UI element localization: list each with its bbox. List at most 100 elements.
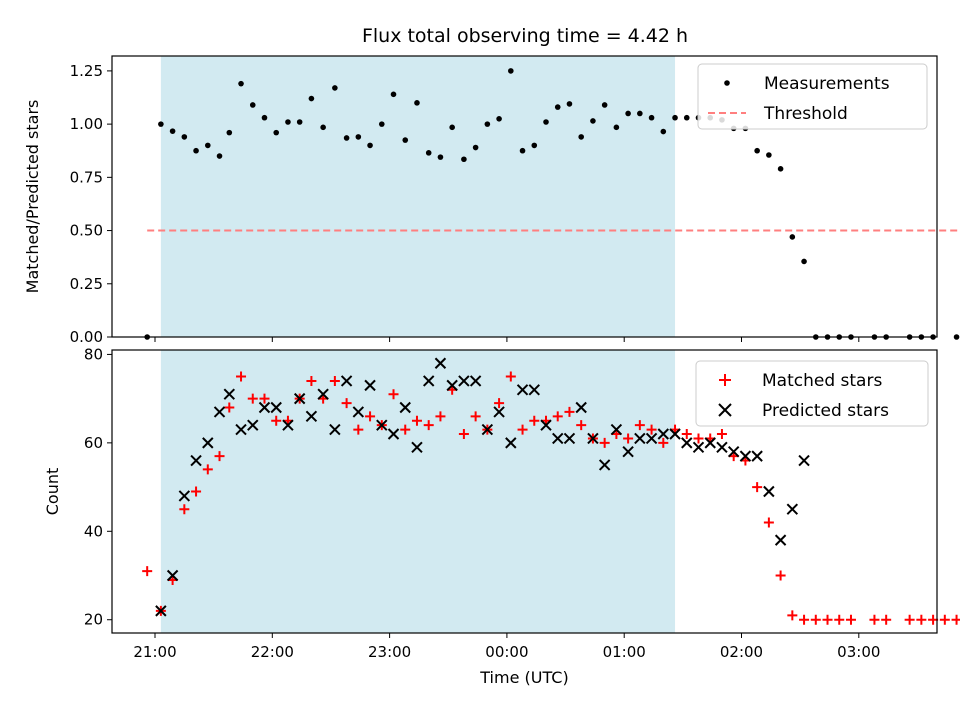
matched-star-point (400, 424, 411, 435)
measurement-point (226, 129, 233, 136)
predicted-star-point (575, 401, 587, 414)
measurement-point (332, 85, 338, 91)
predicted-star-point (364, 379, 376, 392)
predicted-star-point (739, 450, 752, 462)
measurement-point (285, 119, 291, 125)
matched-star-point (202, 464, 213, 475)
measurement-point (449, 124, 455, 131)
y-tick-label: 0.50 (70, 222, 103, 240)
y-tick-label: 20 (84, 611, 103, 629)
predicted-star-point (422, 375, 435, 387)
predicted-star-point (751, 450, 763, 462)
measurement-point (204, 142, 211, 149)
x-tick-label: 03:00 (837, 643, 880, 661)
matched-star-point (599, 437, 610, 448)
measurement-point (484, 121, 491, 127)
predicted-star-point (213, 406, 226, 418)
matched-star-point (716, 429, 727, 440)
matched-star-point (505, 371, 516, 382)
predicted-star-point (329, 423, 341, 436)
predicted-star-point (692, 441, 705, 453)
y-tick-label: 0.00 (70, 328, 103, 346)
matched-star-point (681, 429, 692, 440)
predicted-star-point (774, 534, 787, 546)
x-tick-label: 01:00 (603, 643, 646, 661)
matched-star-point (259, 393, 270, 404)
predicted-star-point (223, 388, 236, 400)
x-tick-label: 00:00 (485, 643, 528, 661)
measurement-point (437, 154, 444, 160)
y-tick-label: 1.00 (70, 115, 103, 133)
matched-star-point (752, 482, 763, 493)
matched-star-point (564, 406, 575, 417)
matched-star-point (693, 433, 704, 444)
predicted-star-point (399, 401, 411, 414)
predicted-star-point (763, 485, 775, 498)
measurement-point (402, 137, 409, 143)
measurement-point (543, 119, 549, 125)
measurement-point (355, 134, 362, 140)
measurement-point (320, 124, 326, 131)
measurement-point (578, 134, 584, 140)
matched-star-point (658, 437, 669, 448)
predicted-star-point (587, 432, 599, 445)
measurement-point (754, 147, 760, 154)
predicted-star-point (786, 503, 799, 515)
measurement-point (766, 152, 772, 158)
matched-star-point (939, 614, 950, 625)
predicted-star-point (270, 401, 282, 414)
x-tick-label: 22:00 (251, 643, 294, 661)
measurement-point (308, 95, 315, 102)
legend-label: Predicted stars (762, 401, 889, 421)
matched-star-point (353, 424, 364, 435)
measurement-point (343, 135, 350, 141)
predicted-star-point (610, 423, 623, 436)
matched-star-point (470, 411, 481, 422)
predicted-star-point (469, 375, 482, 387)
predicted-star-point (202, 437, 214, 449)
predicted-star-point (305, 410, 318, 423)
predicted-star-point (446, 379, 458, 392)
x-axis-label: Time (UTC) (479, 668, 568, 687)
predicted-star-point (645, 432, 658, 445)
predicted-star-point (516, 384, 529, 396)
measurement-point (625, 110, 631, 117)
measurement-point (216, 153, 223, 159)
measurement-point (601, 102, 608, 108)
measurement-point (660, 128, 667, 135)
matched-star-point (458, 429, 469, 440)
legend-label: Matched stars (762, 371, 882, 391)
predicted-star-point (282, 419, 294, 431)
matched-star-point (517, 424, 528, 435)
measurement-point (273, 129, 280, 136)
chart-title: Flux total observing time = 4.42 h (362, 25, 688, 47)
matched-star-point (329, 375, 340, 386)
predicted-star-point (293, 392, 306, 405)
predicted-star-point (493, 406, 505, 418)
predicted-star-point (166, 569, 179, 582)
predicted-star-point (528, 384, 540, 396)
predicted-star-point (235, 423, 247, 436)
legend-measurement-marker (724, 80, 730, 86)
matched-star-point (435, 411, 446, 422)
y-tick-label: 0.75 (70, 168, 103, 186)
matched-star-point (822, 614, 833, 625)
measurement-point (672, 114, 678, 121)
x-tick-label: 23:00 (368, 643, 411, 661)
predicted-star-point (552, 432, 564, 445)
measurement-point (566, 101, 573, 107)
legend-predicted-marker (718, 403, 732, 417)
measurement-point (508, 68, 514, 74)
predicted-star-point (317, 388, 329, 400)
matched-star-point (494, 398, 505, 409)
measurement-point (590, 118, 596, 124)
matched-star-point (341, 398, 352, 409)
measurement-point (531, 142, 538, 149)
measurement-point (249, 102, 256, 108)
measurement-point (238, 80, 244, 87)
predicted-star-point (505, 437, 517, 449)
top-panel: 0.00 0.25 0.50 0.75 1.00 1.25 Matched/Predicte… (23, 55, 960, 346)
matched-star-point (634, 420, 645, 431)
measurement-point (378, 121, 385, 127)
legend-label: Measurements (764, 74, 890, 94)
